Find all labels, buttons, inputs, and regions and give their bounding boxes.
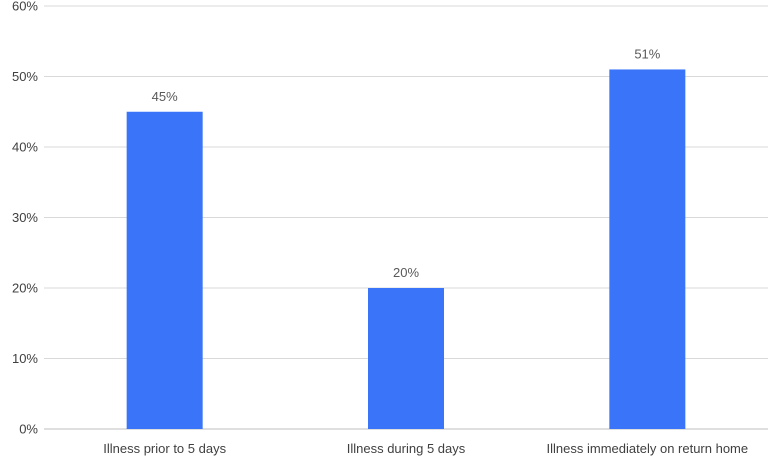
data-labels: 45% 20% 51% bbox=[152, 46, 661, 280]
y-tick-label: 10% bbox=[12, 351, 38, 366]
y-tick-label: 60% bbox=[12, 0, 38, 14]
data-label: 20% bbox=[393, 265, 419, 280]
data-label: 45% bbox=[152, 89, 178, 104]
y-tick-label: 0% bbox=[19, 422, 38, 437]
bars bbox=[126, 69, 686, 429]
category-label: Illness during 5 days bbox=[347, 441, 466, 456]
bar bbox=[609, 69, 686, 429]
y-tick-label: 30% bbox=[12, 210, 38, 225]
data-label: 51% bbox=[634, 46, 660, 61]
bar bbox=[126, 111, 203, 429]
y-tick-label: 50% bbox=[12, 69, 38, 84]
y-tick-label: 40% bbox=[12, 140, 38, 155]
bar bbox=[368, 288, 444, 429]
y-axis-tick-labels: 0% 10% 20% 30% 40% 50% 60% bbox=[12, 0, 38, 437]
x-axis-category-labels: Illness prior to 5 days Illness during 5 … bbox=[103, 441, 748, 456]
category-label: Illness prior to 5 days bbox=[103, 441, 226, 456]
category-label: Illness immediately on return home bbox=[547, 441, 749, 456]
y-tick-label: 20% bbox=[12, 281, 38, 296]
